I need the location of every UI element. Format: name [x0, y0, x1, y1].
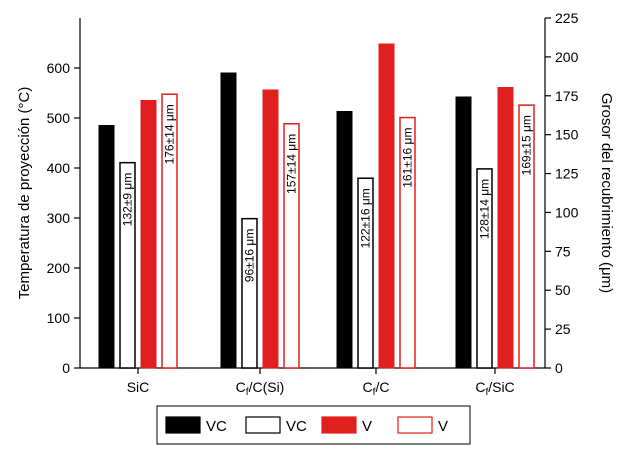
left-tick-label: 600 [47, 60, 71, 76]
left-axis-title: Temperatura de proyección (°C) [16, 87, 33, 300]
bar-2 [241, 217, 258, 369]
legend-swatch [321, 416, 357, 434]
right-axis-title: Grosor del recubrimiento (μm) [598, 93, 615, 293]
left-tick-label: 200 [47, 260, 71, 276]
legend-label: V [362, 418, 372, 435]
bar-1 [220, 72, 237, 369]
left-tick-label: 400 [47, 160, 71, 176]
legend-label: VC [206, 418, 227, 435]
right-tick-label: 200 [555, 49, 579, 65]
bar-data-label: 96±16 μm [243, 229, 257, 283]
category-label: Cf/C [363, 379, 390, 398]
left-tick-label: 0 [62, 360, 70, 376]
bar-1 [336, 111, 353, 369]
bar-4 [283, 123, 300, 369]
bar-2 [119, 161, 136, 369]
category-label: SiC [127, 379, 150, 395]
bar-data-label: 132±9 μm [121, 173, 135, 227]
x-axis-category-labels: SiC Cf/C(Si) Cf/C Cf/SiC [127, 368, 515, 398]
right-tick-label: 25 [555, 321, 571, 337]
bar-1 [98, 125, 115, 369]
right-tick-label: 125 [555, 166, 579, 182]
left-y-axis: 0 100 200 300 400 500 600 [47, 60, 80, 376]
category-label: Cf/C(Si) [236, 379, 285, 398]
right-tick-label: 75 [555, 243, 571, 259]
bar-series [98, 43, 535, 369]
bar-4 [161, 93, 178, 369]
bar-data-label: 169±15 μm [520, 115, 534, 175]
left-tick-label: 100 [47, 310, 71, 326]
right-tick-label: 50 [555, 282, 571, 298]
left-tick-label: 500 [47, 110, 71, 126]
legend-label: V [438, 418, 448, 435]
bar-data-labels: 132±9 μm 176±14 μm 96±16 μm 157±14 μm 122±16… [121, 104, 534, 282]
bar-3 [262, 89, 279, 369]
legend: VC VC V V [156, 405, 471, 445]
bar-2 [476, 168, 493, 369]
bar-3 [140, 100, 157, 369]
bar-3 [378, 43, 395, 369]
bar-3 [497, 87, 514, 369]
left-tick-label: 300 [47, 210, 71, 226]
bar-data-label: 161±16 μm [401, 128, 415, 188]
bar-data-label: 128±14 μm [478, 179, 492, 239]
right-tick-label: 150 [555, 127, 579, 143]
right-tick-label: 100 [555, 204, 579, 220]
bar-4 [399, 116, 416, 369]
bar-data-label: 176±14 μm [163, 104, 177, 164]
legend-swatch [165, 416, 201, 434]
bar-1 [455, 96, 472, 369]
legend-label: VC [286, 418, 307, 435]
right-y-axis: 0 25 50 75 100 125 150 175 200 225 [545, 10, 579, 376]
right-tick-label: 0 [555, 360, 563, 376]
legend-swatch [245, 416, 281, 434]
right-tick-label: 225 [555, 10, 579, 26]
bar-2 [357, 177, 374, 369]
bar-data-label: 157±14 μm [285, 134, 299, 194]
right-tick-label: 175 [555, 88, 579, 104]
legend-swatch [397, 416, 433, 434]
bar-data-label: 122±16 μm [359, 188, 373, 248]
bar-4 [518, 104, 535, 369]
category-label: Cf/SiC [475, 379, 514, 398]
